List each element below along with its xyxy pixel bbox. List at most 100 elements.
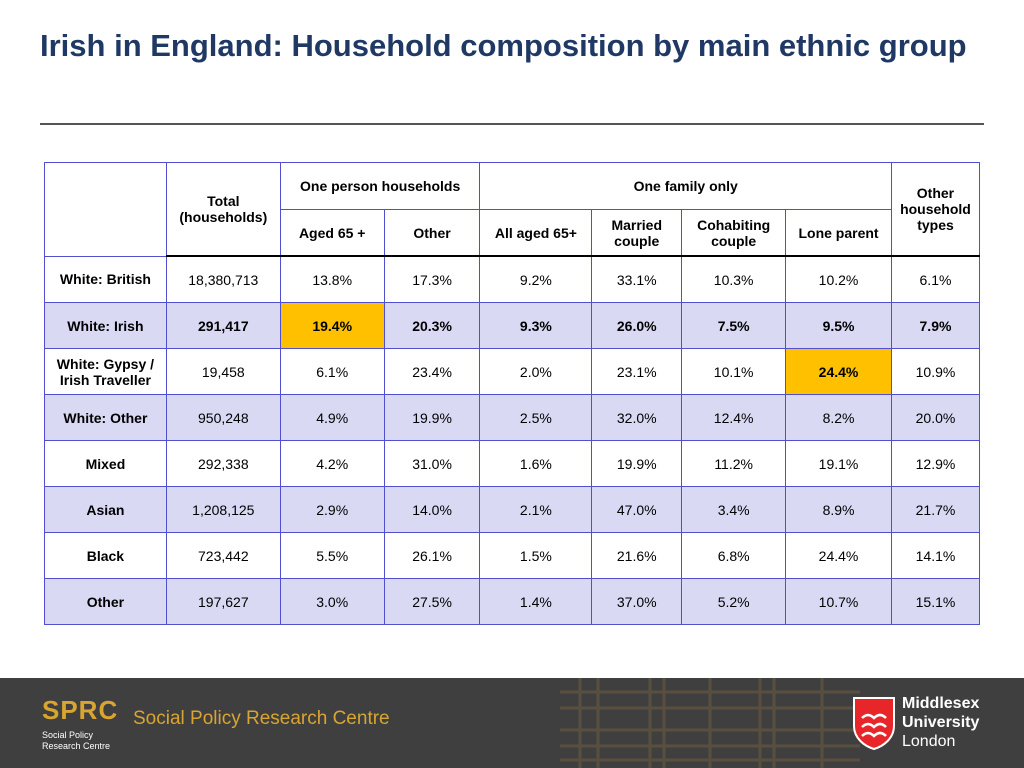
table-cell: 10.7% [785, 578, 892, 625]
table-cell: 33.1% [591, 255, 683, 303]
header-all-aged-65-plus: All aged 65+ [479, 209, 593, 257]
table-cell: 14.0% [383, 486, 481, 533]
table-cell: 1.5% [479, 532, 593, 579]
row-label: White: Other [44, 394, 167, 441]
table-cell: 12.9% [890, 440, 981, 487]
table-cell: 10.1% [681, 348, 787, 395]
table-row: Other 197,627 3.0% 27.5% 1.4% 37.0% 5.2%… [44, 578, 981, 625]
table-cell: 6.1% [890, 255, 981, 303]
table-cell: 1,208,125 [165, 486, 281, 533]
header-row-groups: Total (households) One person households… [44, 162, 981, 257]
university-line-3: London [902, 733, 956, 750]
title-divider [40, 123, 984, 125]
table-cell: 23.4% [383, 348, 481, 395]
header-other-single: Other [383, 209, 481, 257]
header-other-types: Other household types [890, 162, 981, 257]
sprc-logo: SPRC Social Policy Research Centre [42, 695, 119, 752]
table-cell: 8.2% [785, 394, 892, 441]
table-row: Asian 1,208,125 2.9% 14.0% 2.1% 47.0% 3.… [44, 486, 981, 533]
university-line-1: Middlesex [902, 695, 980, 712]
table-cell: 6.8% [681, 532, 787, 579]
table-cell: 26.0% [591, 302, 683, 349]
table-row: Mixed 292,338 4.2% 31.0% 1.6% 19.9% 11.2… [44, 440, 981, 487]
table-cell: 47.0% [591, 486, 683, 533]
table-cell: 26.1% [383, 532, 481, 579]
middlesex-shield-icon [853, 697, 895, 750]
table-cell: 19.1% [785, 440, 892, 487]
table-cell: 5.2% [681, 578, 787, 625]
table-cell: 32.0% [591, 394, 683, 441]
row-label: Other [44, 578, 167, 625]
row-label: Mixed [44, 440, 167, 487]
table-cell: 21.7% [890, 486, 981, 533]
university-line-2: University [902, 714, 980, 731]
table-cell: 8.9% [785, 486, 892, 533]
header-aged-65-plus: Aged 65 + [279, 209, 385, 257]
table-cell: 9.5% [785, 302, 892, 349]
highlighted-cell: 19.4% [279, 302, 385, 349]
highlighted-cell: 24.4% [785, 348, 892, 395]
sprc-full-name: Social Policy Research Centre [133, 708, 390, 729]
middlesex-wordmark: Middlesex University London [902, 694, 979, 751]
table-cell: 3.0% [279, 578, 385, 625]
table-cell: 4.9% [279, 394, 385, 441]
row-label: White: British [44, 255, 167, 303]
header-blank-cell [44, 162, 167, 257]
table-cell: 3.4% [681, 486, 787, 533]
header-total: Total (households) [165, 162, 281, 257]
table-cell: 15.1% [890, 578, 981, 625]
table-cell: 2.1% [479, 486, 593, 533]
table-row: Black 723,442 5.5% 26.1% 1.5% 21.6% 6.8%… [44, 532, 981, 579]
table-cell: 292,338 [165, 440, 281, 487]
table-cell: 19.9% [591, 440, 683, 487]
table-cell: 197,627 [165, 578, 281, 625]
table-cell: 17.3% [383, 255, 481, 303]
table-cell: 9.2% [479, 255, 593, 303]
decorative-grid-pattern [560, 678, 860, 768]
table-cell: 4.2% [279, 440, 385, 487]
table-cell: 21.6% [591, 532, 683, 579]
table-cell: 2.5% [479, 394, 593, 441]
header-group-one-person: One person households [279, 162, 481, 210]
header-cohabiting-couple: Cohabiting couple [681, 209, 787, 257]
table-cell: 11.2% [681, 440, 787, 487]
table-cell: 10.9% [890, 348, 981, 395]
header-row-subcolumns: Aged 65 + Other All aged 65+ Married cou… [45, 209, 980, 257]
table-cell: 2.9% [279, 486, 385, 533]
table-row: White: Other 950,248 4.9% 19.9% 2.5% 32.… [44, 394, 981, 441]
page-title: Irish in England: Household composition … [40, 28, 967, 63]
household-composition-table: Total (households) One person households… [44, 162, 981, 625]
table-cell: 23.1% [591, 348, 683, 395]
table-cell: 24.4% [785, 532, 892, 579]
table-cell: 14.1% [890, 532, 981, 579]
table-cell: 20.0% [890, 394, 981, 441]
table-cell: 27.5% [383, 578, 481, 625]
table-cell: 31.0% [383, 440, 481, 487]
table-row: White: British 18,380,713 13.8% 17.3% 9.… [44, 255, 981, 303]
table-cell: 37.0% [591, 578, 683, 625]
table-cell: 19,458 [165, 348, 281, 395]
table-cell: 18,380,713 [165, 255, 281, 303]
row-label: Asian [44, 486, 167, 533]
table-cell: 12.4% [681, 394, 787, 441]
table-cell: 13.8% [279, 255, 385, 303]
table-cell: 5.5% [279, 532, 385, 579]
header-lone-parent: Lone parent [785, 209, 892, 257]
table-cell: 2.0% [479, 348, 593, 395]
table-cell: 9.3% [479, 302, 593, 349]
table-row: White: Irish 291,417 19.4% 20.3% 9.3% 26… [44, 302, 981, 349]
header-married-couple: Married couple [591, 209, 683, 257]
sprc-acronym: SPRC [42, 695, 119, 725]
table-cell: 1.6% [479, 440, 593, 487]
row-label: Black [44, 532, 167, 579]
row-label: White: Irish [44, 302, 167, 349]
table-cell: 7.5% [681, 302, 787, 349]
sprc-small-name: Social Policy Research Centre [42, 730, 111, 751]
table-cell: 1.4% [479, 578, 593, 625]
table-cell: 291,417 [165, 302, 281, 349]
table-cell: 6.1% [279, 348, 385, 395]
table-cell: 7.9% [890, 302, 981, 349]
row-label: White: Gypsy / Irish Traveller [44, 348, 167, 395]
table-cell: 950,248 [165, 394, 281, 441]
table-cell: 10.2% [785, 255, 892, 303]
